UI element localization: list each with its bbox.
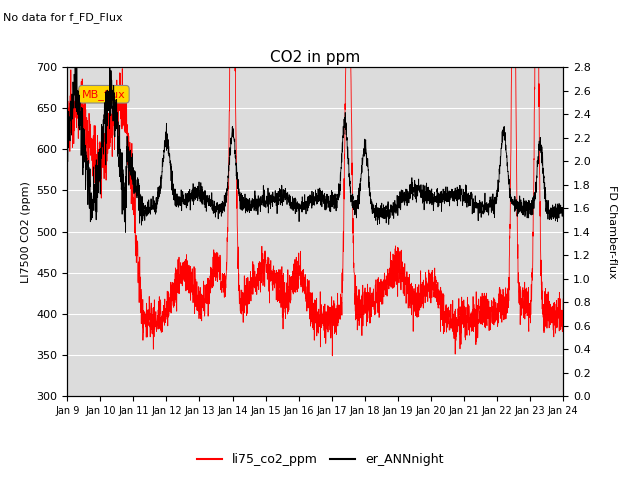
Legend: li75_co2_ppm, er_ANNnight: li75_co2_ppm, er_ANNnight xyxy=(191,448,449,471)
Y-axis label: LI7500 CO2 (ppm): LI7500 CO2 (ppm) xyxy=(20,180,31,283)
Title: CO2 in ppm: CO2 in ppm xyxy=(270,49,360,65)
Y-axis label: FD Chamber-flux: FD Chamber-flux xyxy=(607,185,618,278)
Text: No data for f_FD_Flux: No data for f_FD_Flux xyxy=(3,12,123,23)
Text: MB_flux: MB_flux xyxy=(82,89,126,100)
